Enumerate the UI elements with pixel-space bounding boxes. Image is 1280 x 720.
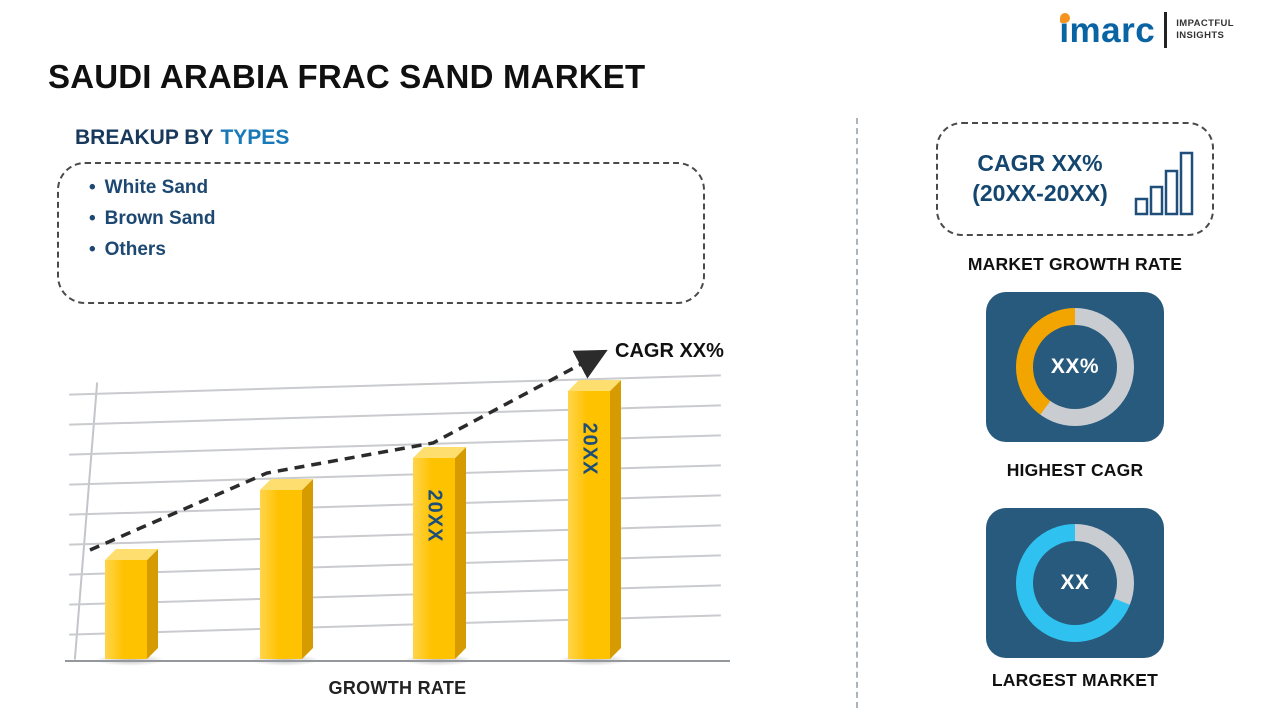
bar-2 xyxy=(250,479,320,666)
types-list-item: Brown Sand xyxy=(89,208,703,230)
types-list: White Sand Brown Sand Others xyxy=(59,164,703,261)
imarc-logo: imarc IMPACTFUL INSIGHTS xyxy=(1059,12,1234,48)
logo-divider xyxy=(1164,12,1168,48)
largest-market-value: XX xyxy=(1033,541,1117,625)
logo-tagline-line2: INSIGHTS xyxy=(1176,30,1225,41)
highest-cagr-caption: HIGHEST CAGR xyxy=(1006,460,1144,480)
cagr-line2: (20XX-20XX) xyxy=(972,180,1108,206)
logo-flame-icon xyxy=(1060,12,1071,23)
types-list-item: Others xyxy=(89,239,703,261)
highest-cagr-donut: XX% xyxy=(1016,308,1134,426)
logo-tagline: IMPACTFUL INSIGHTS xyxy=(1176,18,1234,43)
trend-cagr-label: CAGR XX% xyxy=(615,340,724,362)
market-growth-caption: MARKET GROWTH RATE xyxy=(967,254,1183,274)
types-box: White Sand Brown Sand Others xyxy=(57,162,705,304)
chart-baseline xyxy=(65,659,730,662)
largest-market-caption: LARGEST MARKET xyxy=(991,670,1159,690)
growth-bar-chart: 20XX 20XX CAGR XX% xyxy=(65,338,730,666)
largest-market-card: XX xyxy=(986,508,1164,658)
largest-market-donut: XX xyxy=(1016,524,1134,642)
breakup-heading: BREAKUP BY TYPES xyxy=(75,126,289,150)
page-title: SAUDI ARABIA FRAC SAND MARKET xyxy=(48,58,646,95)
bar-year-label: 20XX xyxy=(578,422,601,476)
bar-3: 20XX xyxy=(403,447,473,666)
bar-chart-icon xyxy=(1134,151,1194,216)
section-divider xyxy=(856,118,858,708)
bar-4: 20XX xyxy=(558,380,628,666)
chart-x-axis-label: GROWTH RATE xyxy=(328,678,467,698)
logo-brand-text: imarc xyxy=(1059,10,1156,50)
highest-cagr-value: XX% xyxy=(1033,325,1117,409)
bars-layer: 20XX 20XX xyxy=(65,338,730,666)
cagr-line1: CAGR XX% xyxy=(977,150,1103,177)
market-growth-box: CAGR XX% (20XX-20XX) xyxy=(936,122,1214,236)
highest-cagr-card: XX% xyxy=(986,292,1164,442)
bar-year-label: 20XX xyxy=(423,489,446,543)
market-growth-text: CAGR XX% (20XX-20XX) xyxy=(946,149,1134,209)
logo-tagline-line1: IMPACTFUL xyxy=(1176,17,1234,29)
breakup-heading-prefix: BREAKUP BY xyxy=(75,126,214,149)
bar-1 xyxy=(95,549,165,666)
logo-wordmark: imarc xyxy=(1059,10,1156,50)
types-list-item: White Sand xyxy=(89,177,703,199)
breakup-heading-highlight: TYPES xyxy=(220,126,290,149)
